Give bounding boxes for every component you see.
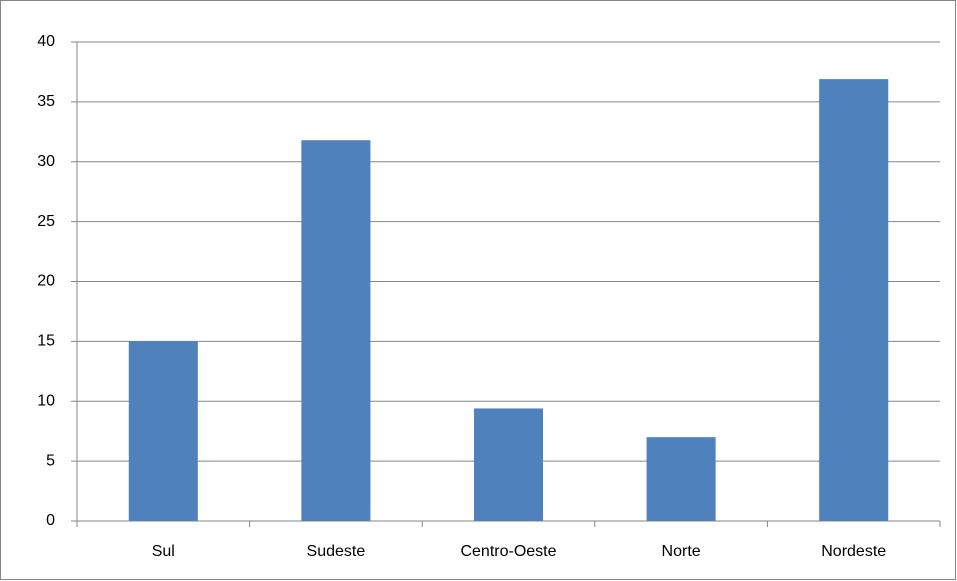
y-tick-label: 10 — [37, 392, 55, 409]
bar — [301, 140, 371, 521]
x-tick-label: Centro-Oeste — [460, 543, 556, 560]
x-tick-label: Nordeste — [821, 543, 886, 560]
y-tick-label: 30 — [37, 153, 55, 170]
y-tick-label: 15 — [37, 333, 55, 350]
y-tick-label: 35 — [37, 93, 55, 110]
x-tick-label: Sudeste — [307, 543, 366, 560]
y-tick-label: 20 — [37, 273, 55, 290]
bar — [819, 79, 889, 521]
y-tick-label: 0 — [46, 512, 55, 529]
bar — [128, 341, 198, 521]
bar — [473, 408, 544, 521]
y-tick-label: 25 — [37, 213, 55, 230]
bar — [646, 437, 716, 521]
y-tick-label: 40 — [37, 33, 55, 50]
x-tick-label: Norte — [662, 543, 701, 560]
y-tick-label: 5 — [46, 452, 55, 469]
x-tick-label: Sul — [152, 543, 175, 560]
